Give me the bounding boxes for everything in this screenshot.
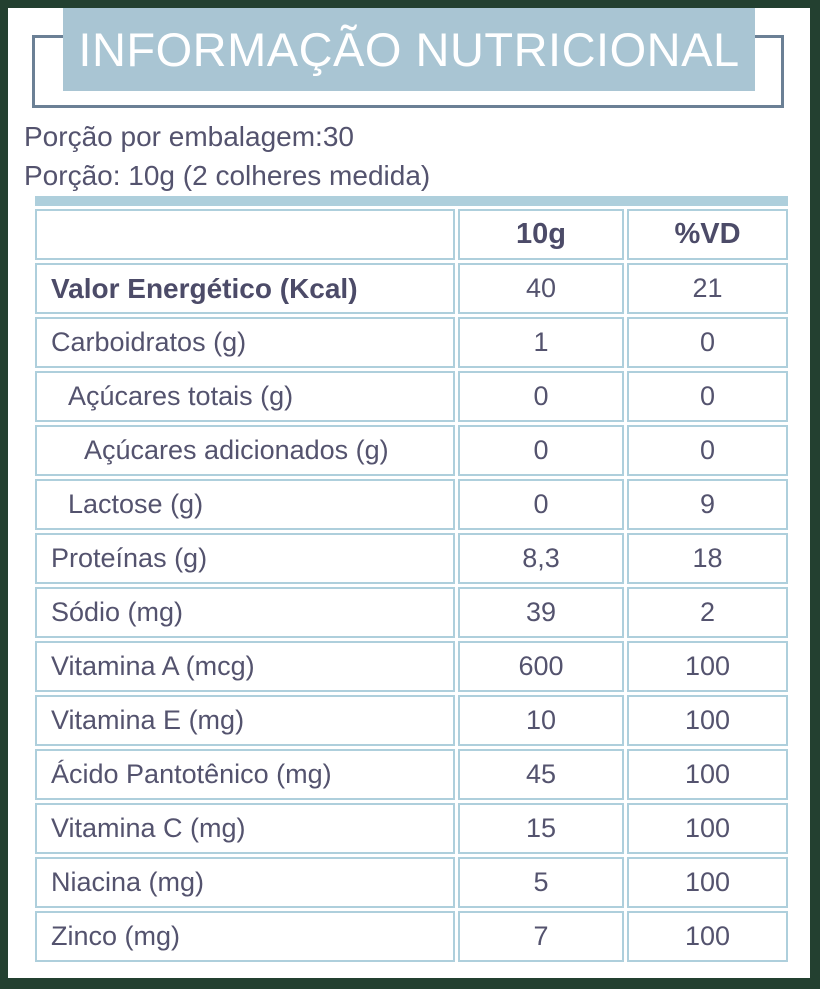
- nutrient-label: Açúcares totais (g): [35, 371, 455, 422]
- nutrient-daily-value: 0: [627, 425, 788, 476]
- table-row: Açúcares adicionados (g) 0 0: [35, 425, 788, 476]
- page-title: INFORMAÇÃO NUTRICIONAL: [78, 23, 740, 76]
- nutrient-daily-value: 2: [627, 587, 788, 638]
- table-row: Carboidratos (g) 1 0: [35, 317, 788, 368]
- table-row: Lactose (g) 0 9: [35, 479, 788, 530]
- serving-info: Porção por embalagem:30 Porção: 10g (2 c…: [24, 117, 430, 195]
- nutrient-daily-value: 18: [627, 533, 788, 584]
- nutrient-label: Vitamina E (mg): [35, 695, 455, 746]
- nutrient-label: Sódio (mg): [35, 587, 455, 638]
- nutrient-label: Lactose (g): [35, 479, 455, 530]
- col-header-amount: 10g: [458, 209, 624, 260]
- col-header-dv: %VD: [627, 209, 788, 260]
- table-row: Ácido Pantotênico (mg) 45 100: [35, 749, 788, 800]
- nutrient-amount: 15: [458, 803, 624, 854]
- table-row: Zinco (mg) 7 100: [35, 911, 788, 962]
- serving-size: Porção: 10g (2 colheres medida): [24, 160, 431, 191]
- table-row: Vitamina E (mg) 10 100: [35, 695, 788, 746]
- table-header-row: 10g %VD: [35, 209, 788, 260]
- nutrient-daily-value: 100: [627, 749, 788, 800]
- table-row: Proteínas (g) 8,3 18: [35, 533, 788, 584]
- nutrient-label: Valor Energético (Kcal): [35, 263, 455, 314]
- nutrient-label: Zinco (mg): [35, 911, 455, 962]
- nutrient-amount: 0: [458, 371, 624, 422]
- nutrient-daily-value: 21: [627, 263, 788, 314]
- title-banner: INFORMAÇÃO NUTRICIONAL: [63, 8, 755, 91]
- table-row: Valor Energético (Kcal) 40 21: [35, 263, 788, 314]
- nutrient-label: Ácido Pantotênico (mg): [35, 749, 455, 800]
- table-top-bar: [35, 196, 788, 206]
- nutrient-label: Proteínas (g): [35, 533, 455, 584]
- nutrient-amount: 45: [458, 749, 624, 800]
- nutrient-label: Vitamina A (mcg): [35, 641, 455, 692]
- table-row: Sódio (mg) 39 2: [35, 587, 788, 638]
- nutrition-table: 10g %VD Valor Energético (Kcal) 40 21 Carbo…: [32, 206, 791, 965]
- table-row: Açúcares totais (g) 0 0: [35, 371, 788, 422]
- nutrient-daily-value: 0: [627, 317, 788, 368]
- table-row: Vitamina A (mcg) 600 100: [35, 641, 788, 692]
- table-section: 10g %VD Valor Energético (Kcal) 40 21 Carbo…: [32, 196, 791, 965]
- table-row: Niacina (mg) 5 100: [35, 857, 788, 908]
- nutrient-label: Niacina (mg): [35, 857, 455, 908]
- nutrient-amount: 600: [458, 641, 624, 692]
- nutrient-daily-value: 9: [627, 479, 788, 530]
- nutrient-daily-value: 0: [627, 371, 788, 422]
- nutrient-label: Carboidratos (g): [35, 317, 455, 368]
- nutrient-amount: 0: [458, 425, 624, 476]
- nutrient-daily-value: 100: [627, 803, 788, 854]
- nutrient-amount: 0: [458, 479, 624, 530]
- nutrient-amount: 1: [458, 317, 624, 368]
- nutrient-amount: 40: [458, 263, 624, 314]
- table-row: Vitamina C (mg) 15 100: [35, 803, 788, 854]
- nutrient-amount: 10: [458, 695, 624, 746]
- nutrient-amount: 8,3: [458, 533, 624, 584]
- nutrient-label: Açúcares adicionados (g): [35, 425, 455, 476]
- nutrient-amount: 39: [458, 587, 624, 638]
- col-header-nutrient: [35, 209, 455, 260]
- nutrient-amount: 7: [458, 911, 624, 962]
- nutrient-amount: 5: [458, 857, 624, 908]
- nutrient-daily-value: 100: [627, 641, 788, 692]
- nutrient-daily-value: 100: [627, 911, 788, 962]
- nutrient-daily-value: 100: [627, 695, 788, 746]
- servings-per-package: Porção por embalagem:30: [24, 121, 354, 152]
- nutrient-daily-value: 100: [627, 857, 788, 908]
- nutrient-label: Vitamina C (mg): [35, 803, 455, 854]
